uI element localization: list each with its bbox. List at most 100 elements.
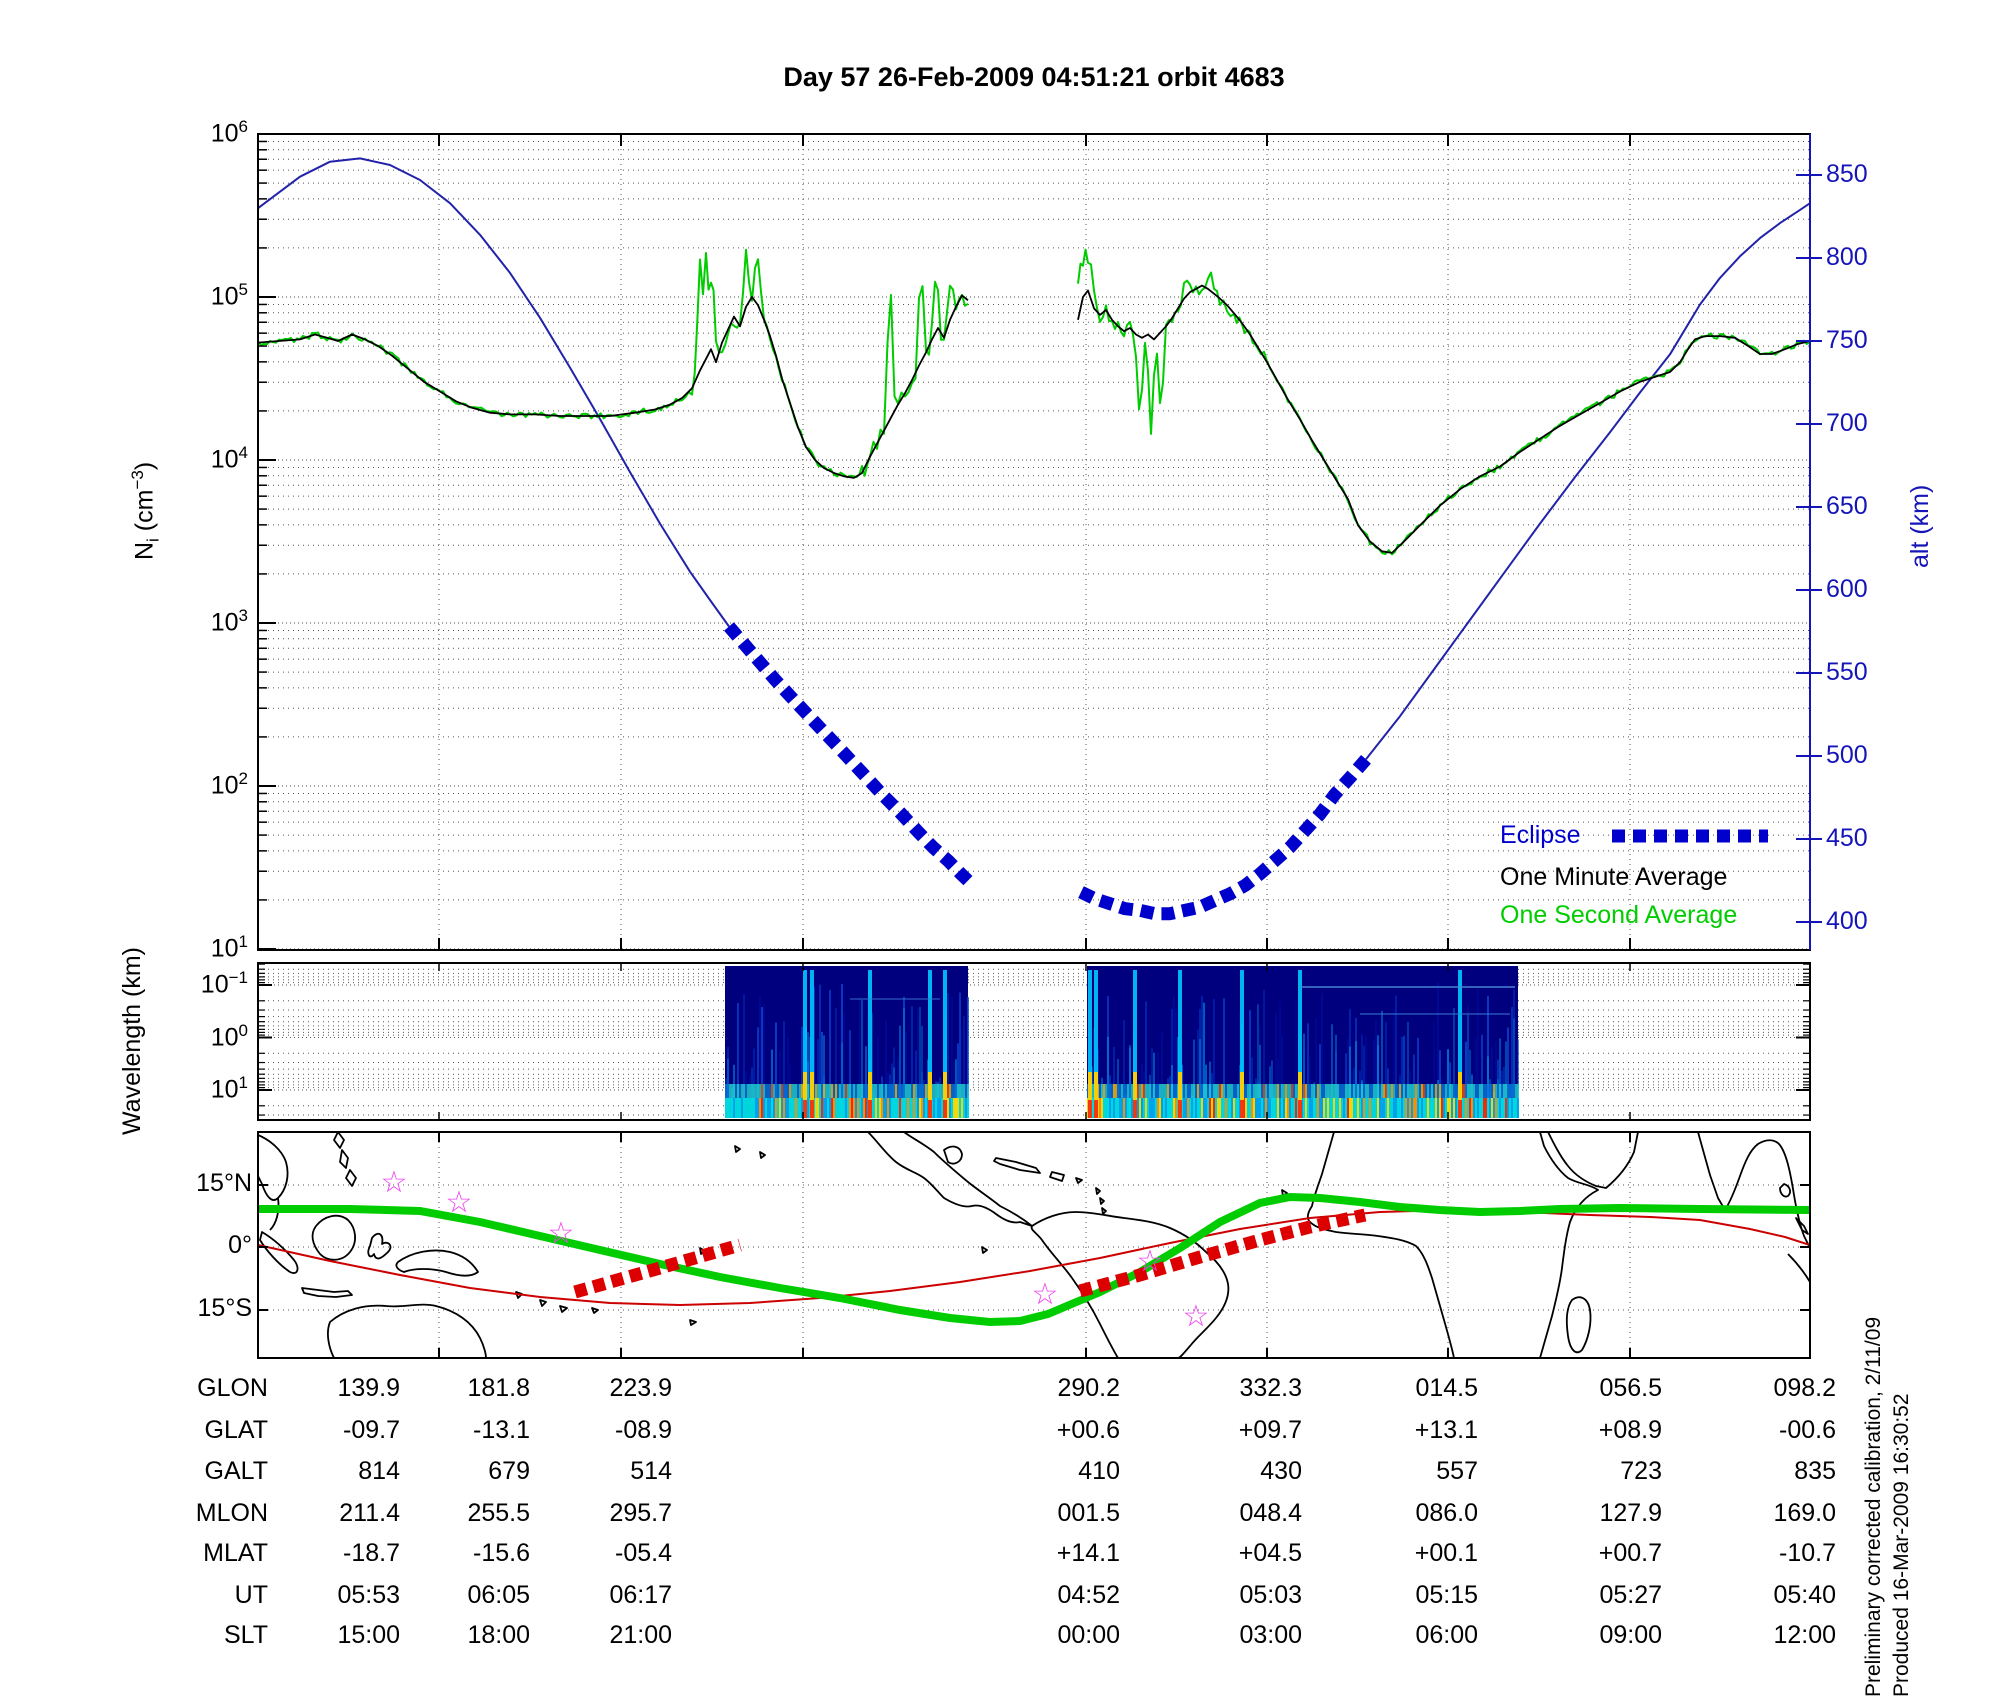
table-cell-glat-1: -13.1	[473, 1416, 530, 1444]
table-row-label-galt: GALT	[204, 1457, 268, 1485]
table-cell-galt-6: 723	[1620, 1457, 1662, 1485]
table-cell-mlon-5: 086.0	[1415, 1499, 1478, 1527]
table-cell-glon-1: 181.8	[467, 1374, 530, 1402]
table-cell-ut-5: 05:15	[1415, 1581, 1478, 1609]
table-cell-glat-7: -00.6	[1779, 1416, 1836, 1444]
alt-tick-800: 800	[1826, 243, 1868, 271]
alt-tick-400: 400	[1826, 907, 1868, 935]
table-cell-glon-6: 056.5	[1599, 1374, 1662, 1402]
table-cell-slt-3: 00:00	[1057, 1621, 1120, 1649]
table-cell-galt-1: 679	[488, 1457, 530, 1485]
y-axis-label-ni: Ni (cm−3)	[128, 461, 163, 560]
annotation-calibration: Preliminary corrected calibration, 2/11/…	[1862, 1316, 1885, 1697]
table-row-label-slt: SLT	[224, 1621, 268, 1649]
ni-tick-10e6: 106	[210, 117, 248, 148]
table-cell-ut-3: 04:52	[1057, 1581, 1120, 1609]
alt-tick-700: 700	[1826, 409, 1868, 437]
alt-tick-550: 550	[1826, 658, 1868, 686]
station-star-icon: ☆	[1137, 1245, 1164, 1278]
table-cell-mlon-2: 295.7	[609, 1499, 672, 1527]
station-star-icon: ☆	[446, 1186, 473, 1219]
table-cell-mlon-7: 169.0	[1773, 1499, 1836, 1527]
table-cell-slt-4: 03:00	[1239, 1621, 1302, 1649]
table-cell-glat-3: +00.6	[1056, 1416, 1120, 1444]
table-cell-ut-0: 05:53	[337, 1581, 400, 1609]
station-star-icon: ☆	[1032, 1278, 1059, 1311]
table-cell-ut-7: 05:40	[1773, 1581, 1836, 1609]
ni-tick-10e5: 105	[210, 280, 248, 311]
station-star-icon: ☆	[381, 1166, 408, 1199]
table-cell-mlon-0: 211.4	[339, 1499, 400, 1527]
table-cell-mlat-5: +00.1	[1414, 1539, 1478, 1567]
ni-tick-10e1: 101	[210, 932, 248, 963]
table-cell-glat-0: -09.7	[343, 1416, 400, 1444]
table-cell-mlon-3: 001.5	[1057, 1499, 1120, 1527]
page-title: Day 57 26-Feb-2009 04:51:21 orbit 4683	[783, 62, 1285, 92]
table-cell-slt-1: 18:00	[467, 1621, 530, 1649]
alt-tick-600: 600	[1826, 575, 1868, 603]
table-cell-glon-7: 098.2	[1773, 1374, 1836, 1402]
table-cell-slt-0: 15:00	[337, 1621, 400, 1649]
alt-tick-650: 650	[1826, 492, 1868, 520]
lat-tick-0: 15°N	[196, 1169, 252, 1197]
ni-tick-10e3: 103	[210, 606, 248, 637]
lat-tick-2: 15°S	[197, 1294, 252, 1322]
y-axis-label-alt: alt (km)	[1906, 484, 1934, 568]
alt-tick-500: 500	[1826, 741, 1868, 769]
table-row-label-mlon: MLON	[195, 1499, 268, 1527]
table-cell-mlat-4: +04.5	[1238, 1539, 1302, 1567]
alt-tick-750: 750	[1826, 326, 1868, 354]
table-cell-mlon-4: 048.4	[1239, 1499, 1302, 1527]
station-star-icon: ☆	[1183, 1300, 1210, 1333]
table-cell-mlat-2: -05.4	[615, 1539, 672, 1567]
table-cell-glat-5: +13.1	[1414, 1416, 1478, 1444]
table-cell-glon-3: 290.2	[1057, 1374, 1120, 1402]
table-cell-mlat-6: +00.7	[1598, 1539, 1662, 1567]
ni-tick-10e4: 104	[210, 443, 248, 474]
ni-tick-10e2: 102	[210, 769, 248, 800]
table-cell-slt-7: 12:00	[1773, 1621, 1836, 1649]
table-cell-glon-0: 139.9	[337, 1374, 400, 1402]
legend-eclipse: Eclipse	[1500, 821, 1581, 849]
table-cell-galt-3: 410	[1078, 1457, 1120, 1485]
table-cell-slt-2: 21:00	[609, 1621, 672, 1649]
table-cell-galt-0: 814	[358, 1457, 400, 1485]
table-cell-galt-5: 557	[1436, 1457, 1478, 1485]
wl-tick-10e0: 100	[210, 1020, 248, 1051]
table-cell-slt-6: 09:00	[1599, 1621, 1662, 1649]
table-cell-galt-2: 514	[630, 1457, 672, 1485]
table-cell-mlon-6: 127.9	[1599, 1499, 1662, 1527]
table-cell-mlat-3: +14.1	[1056, 1539, 1120, 1567]
table-cell-glat-6: +08.9	[1598, 1416, 1662, 1444]
table-row-label-mlat: MLAT	[203, 1539, 268, 1567]
table-cell-mlat-7: -10.7	[1779, 1539, 1836, 1567]
table-cell-mlon-1: 255.5	[467, 1499, 530, 1527]
annotation-produced: Produced 16-Mar-2009 16:30:52	[1890, 1393, 1913, 1697]
table-cell-glat-2: -08.9	[615, 1416, 672, 1444]
table-row-label-glon: GLON	[197, 1374, 268, 1402]
alt-tick-850: 850	[1826, 160, 1868, 188]
wl-tick-10e1: 101	[210, 1073, 248, 1104]
table-cell-glon-2: 223.9	[609, 1374, 672, 1402]
lat-tick-1: 0°	[228, 1231, 252, 1259]
table-cell-mlat-0: -18.7	[343, 1539, 400, 1567]
table-cell-ut-1: 06:05	[467, 1581, 530, 1609]
table-cell-glon-5: 014.5	[1415, 1374, 1478, 1402]
table-cell-ut-2: 06:17	[609, 1581, 672, 1609]
table-cell-glat-4: +09.7	[1238, 1416, 1302, 1444]
table-cell-galt-7: 835	[1794, 1457, 1836, 1485]
legend-one-second-average: One Second Average	[1500, 901, 1738, 929]
table-row-label-ut: UT	[234, 1581, 268, 1609]
wl-tick-10e-1: 10−1	[200, 968, 248, 999]
table-cell-glon-4: 332.3	[1239, 1374, 1302, 1402]
table-cell-galt-4: 430	[1260, 1457, 1302, 1485]
legend-one-minute-average: One Minute Average	[1500, 863, 1728, 891]
table-row-label-glat: GLAT	[204, 1416, 268, 1444]
table-cell-ut-6: 05:27	[1599, 1581, 1662, 1609]
table-cell-mlat-1: -15.6	[473, 1539, 530, 1567]
table-cell-ut-4: 05:03	[1239, 1581, 1302, 1609]
table-cell-slt-5: 06:00	[1415, 1621, 1478, 1649]
alt-tick-450: 450	[1826, 824, 1868, 852]
